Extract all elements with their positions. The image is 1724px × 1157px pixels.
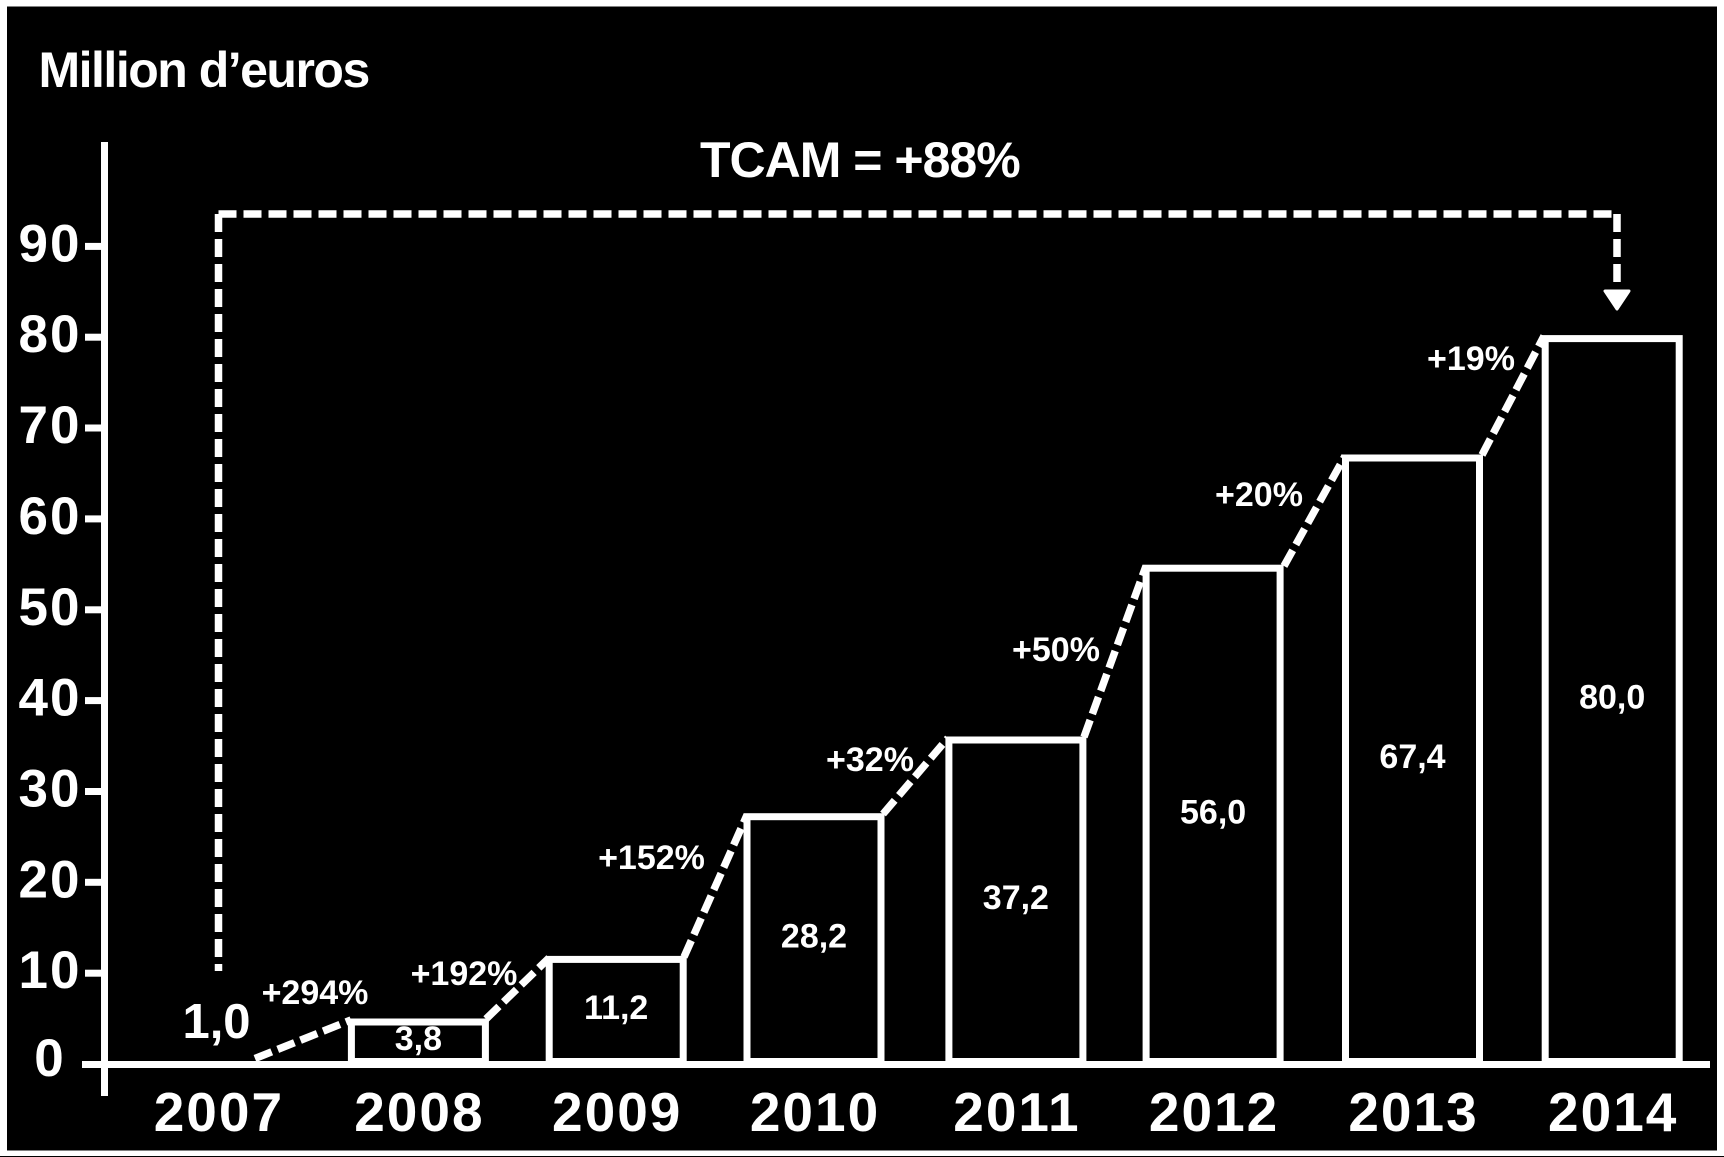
svg-text:+294%: +294% [262,974,369,1012]
svg-text:2008: 2008 [354,1081,484,1143]
svg-text:60: 60 [19,487,82,546]
svg-text:+192%: +192% [411,955,518,993]
svg-text:20: 20 [19,850,82,909]
svg-text:80,0: 80,0 [1579,679,1645,717]
svg-text:30: 30 [19,760,82,819]
svg-text:0: 0 [34,1029,65,1088]
svg-text:+152%: +152% [598,839,705,877]
svg-text:37,2: 37,2 [983,879,1049,917]
svg-text:50: 50 [19,578,82,637]
svg-text:+20%: +20% [1215,476,1303,514]
svg-text:2013: 2013 [1348,1081,1478,1143]
svg-text:1,0: 1,0 [182,995,250,1049]
svg-text:2009: 2009 [552,1081,682,1143]
svg-text:28,2: 28,2 [781,918,847,956]
svg-text:2014: 2014 [1548,1081,1678,1143]
svg-text:2012: 2012 [1149,1081,1279,1143]
svg-text:2007: 2007 [154,1081,284,1143]
svg-text:Million d’euros: Million d’euros [39,42,369,98]
svg-text:2011: 2011 [953,1081,1080,1143]
svg-text:56,0: 56,0 [1180,793,1246,831]
svg-text:70: 70 [19,396,82,455]
svg-text:80: 80 [19,305,82,364]
svg-text:+32%: +32% [826,741,914,779]
svg-text:+19%: +19% [1427,340,1515,378]
svg-text:10: 10 [19,941,82,1000]
svg-text:90: 90 [19,214,82,273]
svg-text:2010: 2010 [750,1081,880,1143]
svg-text:+50%: +50% [1012,631,1100,669]
svg-text:40: 40 [19,669,82,728]
svg-text:TCAM = +88%: TCAM = +88% [700,132,1020,188]
svg-text:11,2: 11,2 [584,989,648,1027]
svg-text:67,4: 67,4 [1379,738,1445,776]
svg-text:3,8: 3,8 [395,1020,442,1058]
